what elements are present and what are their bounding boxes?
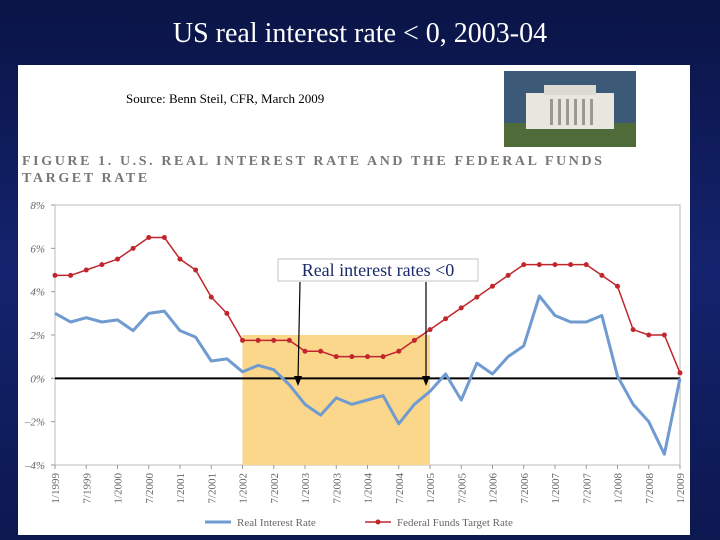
- x-tick-label: 7/1999: [81, 473, 93, 504]
- series-line: [54, 294, 682, 456]
- series-dot: [380, 354, 386, 360]
- photo-building: [526, 93, 614, 129]
- series-dot: [630, 327, 636, 333]
- series-dot: [411, 337, 417, 343]
- series-dot: [646, 332, 652, 338]
- legend-label: Federal Funds Target Rate: [397, 517, 513, 529]
- x-tick-label: 7/2004: [394, 473, 406, 504]
- photo-columns: [550, 99, 593, 125]
- x-tick-label: 7/2007: [581, 473, 593, 504]
- series-dot: [615, 283, 620, 289]
- series-dot: [271, 337, 277, 343]
- series-dot: [443, 316, 449, 322]
- y-tick-label: 8%: [30, 200, 45, 212]
- annotation: Real interest rates <0: [302, 260, 455, 280]
- series-dot: [521, 262, 527, 268]
- y-tick-label: –4%: [24, 460, 45, 472]
- series-dot: [318, 348, 324, 354]
- x-tick-label: 1/2005: [425, 473, 437, 504]
- series-dot: [224, 310, 230, 316]
- x-tick-label: 1/2008: [613, 473, 625, 504]
- x-tick-label: 7/2000: [144, 473, 156, 504]
- x-tick-label: 1/2001: [175, 473, 187, 504]
- photo-roof: [544, 85, 596, 95]
- y-tick-label: 4%: [30, 287, 45, 299]
- series-dot: [536, 262, 542, 268]
- series-dot: [286, 337, 292, 343]
- arrow-head: [422, 376, 430, 386]
- series-dot: [599, 272, 605, 278]
- x-tick-label: 1/2000: [113, 473, 125, 504]
- series-dot: [661, 332, 667, 338]
- x-tick-label: 1/2009: [675, 473, 687, 504]
- x-tick-label: 1/2007: [550, 473, 562, 504]
- series-dot: [568, 262, 574, 268]
- annotation-arrow: [297, 281, 301, 381]
- series-dot: [458, 305, 464, 311]
- legend-label: Real Interest Rate: [237, 517, 316, 529]
- series-dot: [490, 283, 495, 289]
- series-dot: [193, 267, 199, 273]
- series-dot: [552, 262, 558, 268]
- series-dot: [83, 267, 89, 273]
- x-tick-label: 7/2005: [456, 473, 468, 504]
- source-note: Source: Benn Steil, CFR, March 2009: [126, 91, 325, 106]
- figure-title: FIGURE 1. U.S. REAL INTEREST RATE AND TH…: [22, 154, 605, 186]
- series-dot: [99, 262, 105, 268]
- building-photo: [504, 71, 636, 147]
- x-tick-label: 1/2002: [238, 473, 250, 504]
- series-dot: [505, 272, 511, 278]
- series-dot: [365, 354, 370, 360]
- legend-dot: [375, 519, 381, 525]
- series-dot: [52, 272, 58, 278]
- x-tick-label: 1/2003: [300, 473, 312, 504]
- series-dot: [255, 337, 261, 343]
- x-tick-label: 7/2001: [206, 473, 218, 504]
- x-tick-label: 7/2003: [331, 473, 343, 504]
- x-tick-label: 7/2008: [644, 473, 656, 504]
- slide-title: US real interest rate < 0, 2003-04: [172, 18, 548, 49]
- y-tick-label: 6%: [30, 243, 45, 255]
- arrow-head: [294, 376, 302, 386]
- series-dot: [208, 294, 214, 300]
- x-tick-label: 1/2006: [488, 473, 500, 504]
- series-dot: [177, 256, 183, 262]
- series-dot: [240, 337, 245, 343]
- series-dot: [396, 348, 402, 354]
- series-dot: [302, 348, 308, 354]
- series-dot: [68, 272, 74, 278]
- y-tick-label: –2%: [24, 417, 45, 429]
- series-dot: [333, 354, 339, 360]
- x-tick-label: 7/2006: [519, 473, 531, 504]
- series-dot: [115, 256, 120, 262]
- series-dot: [677, 370, 683, 376]
- y-tick-label: 2%: [30, 330, 45, 342]
- x-tick-label: 1/1999: [50, 473, 62, 504]
- series-dot: [427, 327, 433, 333]
- series-dot: [146, 235, 152, 240]
- series-dot: [161, 235, 167, 240]
- y-tick-label: 0%: [30, 373, 45, 385]
- x-tick-label: 7/2002: [269, 473, 281, 504]
- x-tick-label: 1/2004: [363, 473, 375, 504]
- series-dot: [349, 354, 355, 360]
- series-dot: [583, 262, 589, 268]
- series-dot: [474, 294, 480, 300]
- series-dot: [130, 245, 136, 251]
- annotation-box: [277, 258, 479, 282]
